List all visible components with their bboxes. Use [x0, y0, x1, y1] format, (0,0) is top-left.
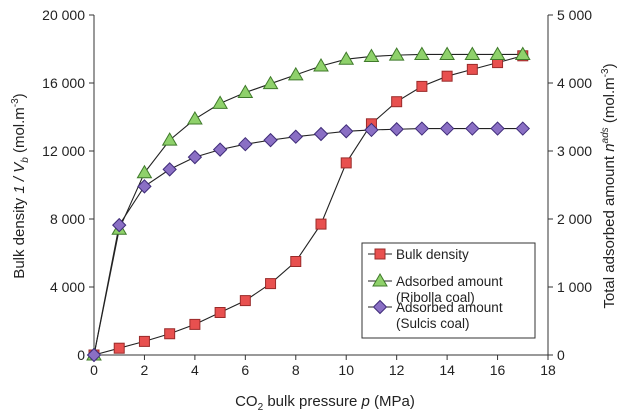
data-point-ribolla	[363, 48, 380, 62]
data-point-sulcis	[238, 136, 253, 152]
legend-label-ribolla-sub: (Ribolla coal)	[396, 290, 475, 305]
data-point-bulk-density	[265, 278, 277, 290]
data-point-bulk-density	[113, 342, 125, 354]
y-right-tick-label: 3 000	[557, 143, 592, 159]
data-point-ribolla	[388, 47, 405, 61]
y-right-tick-label: 2 000	[557, 211, 592, 227]
data-point-ribolla	[464, 46, 481, 60]
data-point-ribolla	[187, 111, 203, 125]
data-point-sulcis	[389, 122, 404, 137]
data-point-sulcis	[364, 122, 379, 138]
data-point-ribolla	[287, 66, 304, 81]
axes	[93, 15, 549, 356]
y-left-tick-label: 4 000	[50, 279, 85, 295]
data-point-bulk-density	[189, 318, 201, 330]
y-right-tick-label: 4 000	[557, 75, 592, 91]
y-left-tick-label: 0	[77, 347, 85, 363]
legend-label-ribolla: Adsorbed amount	[396, 274, 503, 289]
data-point-sulcis	[137, 179, 152, 194]
data-point-bulk-density	[164, 328, 176, 340]
data-point-ribolla	[439, 46, 455, 60]
y-right-tick-label: 1 000	[557, 279, 592, 295]
y-left-tick-label: 12 000	[42, 143, 85, 159]
x-tick-label: 6	[241, 362, 249, 378]
legend-label-bulk-density: Bulk density	[396, 247, 469, 262]
legend-label-sulcis-sub: (Sulcis coal)	[396, 316, 470, 331]
data-point-ribolla	[212, 95, 228, 109]
legend: Bulk density Adsorbed amount (Ribolla co…	[361, 242, 536, 339]
data-point-sulcis	[414, 121, 430, 136]
data-point-bulk-density	[391, 96, 403, 108]
data-point-sulcis	[86, 347, 102, 363]
legend-marker-ribolla	[372, 273, 388, 287]
data-point-ribolla	[237, 84, 254, 99]
x-tick-label: 16	[490, 362, 506, 378]
data-point-sulcis	[439, 121, 455, 136]
data-point-bulk-density	[138, 335, 150, 347]
data-point-bulk-density	[214, 307, 226, 318]
data-point-ribolla	[414, 46, 430, 60]
data-point-sulcis	[313, 126, 329, 142]
x-tick-label: 0	[90, 362, 98, 378]
data-point-ribolla	[489, 46, 506, 60]
data-point-ribolla	[262, 75, 279, 90]
x-axis-title: CO2 bulk pressure p (MPa)	[235, 393, 415, 413]
data-point-bulk-density	[416, 80, 428, 92]
data-point-bulk-density	[466, 63, 478, 75]
data-point-ribolla	[161, 132, 178, 146]
x-tick-label: 4	[191, 362, 199, 378]
x-tick-label: 10	[338, 362, 354, 378]
x-tick-label: 2	[141, 362, 149, 378]
data-point-ribolla	[136, 164, 153, 179]
y-left-axis-title: Bulk density 1 / Vb (mol.m-3)	[10, 93, 31, 278]
data-point-ribolla	[313, 58, 329, 72]
legend-marker-sulcis	[372, 299, 388, 315]
data-point-bulk-density	[340, 157, 352, 169]
data-point-bulk-density	[315, 218, 327, 230]
data-point-sulcis	[515, 121, 530, 136]
y-left-tick-label: 20 000	[42, 7, 85, 23]
data-point-sulcis	[339, 124, 354, 139]
x-tick-label: 14	[439, 362, 455, 378]
data-point-ribolla	[514, 46, 531, 60]
data-point-ribolla	[338, 51, 355, 65]
y-right-tick-label: 0	[557, 347, 565, 363]
legend-marker-bulk-density	[374, 248, 386, 260]
data-point-sulcis	[212, 142, 228, 157]
y-right-tick-label: 5 000	[557, 7, 592, 23]
x-tick-label: 8	[292, 362, 300, 378]
data-point-bulk-density	[239, 295, 251, 307]
data-point-sulcis	[187, 149, 203, 165]
legend-label-sulcis: Adsorbed amount	[396, 300, 503, 315]
data-point-sulcis	[465, 121, 480, 136]
data-point-sulcis	[162, 162, 177, 177]
data-point-bulk-density	[290, 256, 302, 267]
data-point-sulcis	[490, 121, 505, 136]
data-point-sulcis	[263, 132, 278, 148]
series-markers	[86, 46, 531, 363]
y-right-axis-title: Total adsorbed amount nads (mol.m-3)	[600, 63, 618, 308]
x-tick-label: 18	[540, 362, 556, 378]
x-tick-label: 12	[389, 362, 405, 378]
data-point-bulk-density	[441, 70, 453, 82]
y-left-tick-label: 8 000	[50, 211, 85, 227]
data-point-sulcis	[288, 129, 303, 144]
y-left-tick-label: 16 000	[42, 75, 85, 91]
legend-box	[361, 242, 536, 339]
data-point-sulcis	[112, 217, 127, 233]
